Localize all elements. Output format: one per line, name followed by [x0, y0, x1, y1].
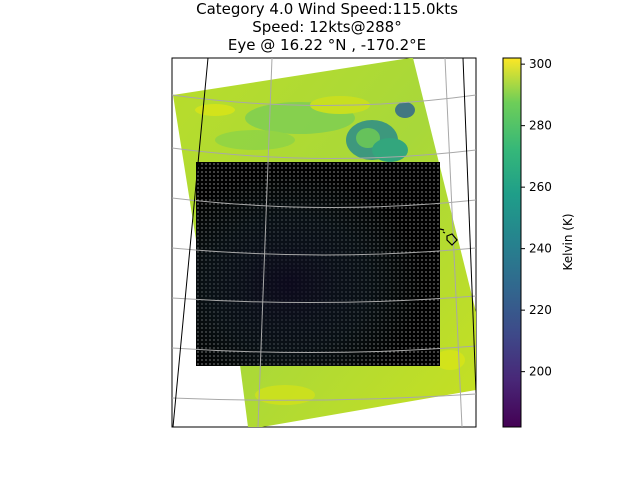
colorbar-tick-label: 220 — [529, 303, 552, 317]
colorbar-tick-label: 260 — [529, 180, 552, 194]
projection-edge-right — [462, 58, 476, 393]
coastline — [435, 225, 458, 246]
colorbar: 200 220 240 260 280 300 Kelvin (K) — [502, 57, 575, 428]
longitude-line — [444, 58, 463, 427]
latitude-line — [172, 197, 476, 209]
colorbar-tick-label: 240 — [529, 242, 552, 256]
colorbar-tick-label: 200 — [529, 365, 552, 379]
colorbar-label: Kelvin (K) — [561, 213, 575, 270]
latitude-line — [172, 147, 476, 159]
title-line-1: Category 4.0 Wind Speed:115.0kts — [196, 0, 458, 18]
latitude-line — [172, 345, 476, 354]
title-line-2: Speed: 12kts@288° — [252, 18, 402, 36]
latitude-line — [172, 295, 476, 304]
latitude-line — [172, 393, 476, 401]
colorbar-scale — [502, 57, 522, 428]
cloud-texture — [195, 96, 465, 405]
storm-core — [196, 162, 440, 366]
title-line-3: Eye @ 16.22 °N , -170.2°E — [227, 36, 427, 54]
colorbar-tick-label: 280 — [529, 119, 552, 133]
lat-lon-gridlines — [172, 58, 476, 427]
latitude-line — [172, 94, 476, 106]
chart-title: Category 4.0 Wind Speed:115.0kts Speed: … — [0, 0, 640, 54]
latitude-line — [172, 247, 476, 256]
map-content — [172, 58, 476, 427]
projection-edge-left — [172, 58, 209, 427]
longitude-line — [257, 58, 273, 427]
colorbar-tick-label: 300 — [529, 57, 552, 71]
